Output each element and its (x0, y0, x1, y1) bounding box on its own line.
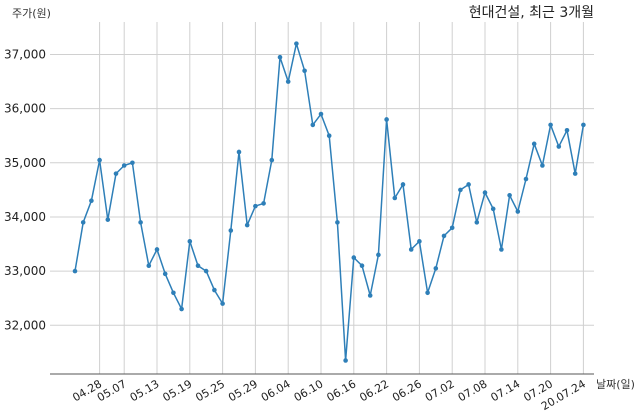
data-point (146, 263, 152, 268)
data-point (105, 217, 111, 222)
x-tick-label: 06.26 (390, 377, 424, 404)
data-point (540, 163, 545, 168)
data-point (130, 160, 135, 166)
data-point (449, 225, 455, 231)
data-point (326, 133, 332, 139)
data-point (343, 358, 348, 363)
chart-title: 현대건설, 최근 3개월 (469, 5, 594, 21)
data-point (203, 268, 209, 274)
series-line (74, 42, 585, 362)
x-tick-label: 06.16 (325, 377, 359, 404)
data-point (441, 233, 447, 239)
data-point (351, 255, 357, 260)
data-point (335, 220, 340, 225)
y-tick-label: 33,000 (4, 264, 46, 278)
data-point (581, 122, 586, 128)
data-point (425, 290, 430, 296)
x-tick-label: 06.22 (357, 377, 391, 404)
data-point (466, 182, 471, 187)
data-point (474, 220, 480, 225)
data-point (499, 247, 504, 252)
data-point (228, 228, 234, 233)
data-point (507, 192, 512, 198)
data-point (269, 157, 275, 163)
data-point (294, 41, 299, 46)
x-tick-label: 05.19 (161, 377, 195, 404)
data-point (277, 54, 283, 60)
data-point (392, 195, 398, 201)
data-point (531, 141, 537, 147)
data-point (171, 290, 176, 296)
data-point (89, 198, 94, 204)
y-axis-label: 주가(원) (12, 7, 51, 20)
data-point (154, 247, 160, 252)
data-point (162, 271, 168, 277)
data-point (564, 128, 570, 133)
data-point (408, 247, 414, 252)
y-tick-label: 34,000 (4, 210, 46, 224)
data-point (384, 117, 389, 122)
data-point (482, 190, 488, 195)
x-tick-label: 05.29 (226, 377, 260, 404)
data-point (318, 111, 324, 117)
data-point (310, 122, 316, 128)
grid-lines (50, 22, 594, 374)
y-axis-ticks: 32,000 33,000 34,000 35,000 36,000 37,000 (4, 47, 46, 332)
x-tick-label: 06.04 (259, 377, 293, 404)
x-tick-label: 07.08 (456, 377, 490, 404)
data-point (548, 122, 553, 128)
data-point (212, 287, 217, 293)
data-point (523, 176, 529, 182)
y-tick-label: 32,000 (4, 318, 46, 332)
data-point (253, 203, 258, 209)
data-point (261, 201, 266, 206)
data-point (80, 220, 86, 225)
y-tick-label: 36,000 (4, 102, 46, 116)
data-point (179, 306, 184, 312)
data-point (138, 220, 143, 225)
data-point (244, 222, 250, 228)
y-tick-label: 37,000 (4, 47, 46, 61)
data-point (97, 157, 102, 163)
data-point (121, 163, 127, 168)
price-series (72, 41, 586, 363)
x-tick-label: 05.13 (128, 377, 162, 404)
data-point (376, 252, 381, 258)
data-point (400, 182, 406, 187)
data-point (113, 171, 119, 176)
x-tick-label: 07.14 (489, 377, 523, 404)
data-point (285, 79, 291, 84)
data-point (458, 187, 463, 193)
x-tick-label: 05.25 (193, 377, 227, 404)
x-axis-label: 날짜(일) (596, 377, 635, 391)
data-point (72, 268, 78, 274)
data-point (195, 263, 201, 268)
data-point (556, 144, 562, 149)
data-point (359, 263, 365, 268)
x-tick-label: 05.07 (95, 377, 129, 404)
data-point (417, 239, 422, 244)
data-point (187, 239, 193, 244)
data-point (367, 293, 373, 298)
data-point (236, 149, 242, 155)
x-tick-label: 07.02 (423, 377, 457, 404)
data-point (433, 266, 439, 271)
data-point (515, 209, 521, 214)
y-tick-label: 35,000 (4, 156, 46, 170)
data-point (572, 171, 578, 176)
x-tick-label: 06.10 (292, 377, 326, 404)
data-point (490, 206, 496, 212)
data-point (302, 68, 307, 74)
data-point (220, 301, 225, 306)
